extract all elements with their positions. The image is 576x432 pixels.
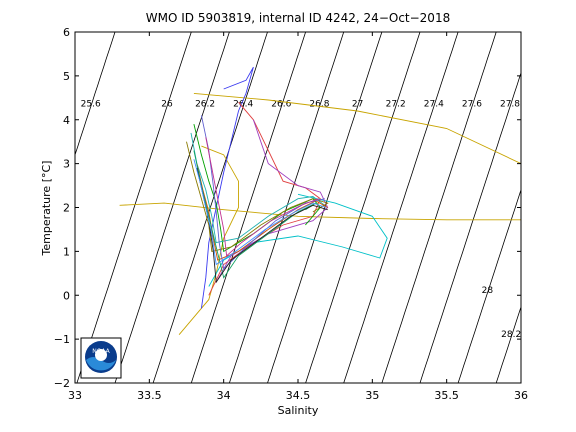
density-contour-label: 26.6: [271, 100, 291, 110]
density-contour: [152, 32, 268, 383]
density-contour-label: 26.2: [195, 100, 215, 110]
x-axis-ticks: 33 33.5 34 34.5 35 35.5 36: [68, 32, 528, 402]
x-tick-label: 36: [514, 389, 528, 402]
profile-line: [196, 163, 328, 261]
profile-line: [193, 92, 521, 165]
density-contour: [419, 71, 521, 383]
density-contour-label: 26.4: [233, 100, 253, 110]
density-contour: [305, 32, 421, 383]
density-contour: [190, 32, 306, 383]
noaa-logo-wave: [86, 357, 116, 371]
density-contour-label: 26: [161, 100, 173, 110]
noaa-logo-text: NOAA: [92, 348, 110, 355]
density-contour-label: 28: [482, 286, 494, 296]
density-contour: [267, 32, 383, 383]
profile-line: [178, 145, 239, 335]
y-tick-label: 2: [63, 202, 70, 215]
noaa-logo: NOAA: [80, 337, 122, 379]
y-axis-label: Temperature [°C]: [40, 161, 53, 257]
y-tick-label: 0: [63, 289, 70, 302]
density-contour: [75, 32, 116, 157]
profile-line: [200, 115, 325, 270]
y-tick-label: 5: [63, 70, 70, 83]
profile-line: [215, 119, 329, 283]
profile-line: [193, 159, 327, 266]
density-contour: [114, 32, 230, 383]
profile-line: [193, 150, 317, 279]
y-tick-label: −1: [54, 333, 70, 346]
x-tick-label: 34: [217, 389, 231, 402]
density-contour: [76, 32, 192, 383]
y-tick-label: 1: [63, 245, 70, 258]
density-contour: [534, 32, 576, 383]
x-tick-label: 33: [68, 389, 82, 402]
density-contour-labels: 25.6 26 26.2 26.4 26.6 26.8 27 27.2 27.4 27.6 27.8…: [81, 100, 522, 340]
chart-title: WMO ID 5903819, internal ID 4242, 24−Oct…: [146, 11, 450, 25]
profile-line: [190, 132, 326, 244]
x-tick-label: 34.5: [286, 389, 311, 402]
profile-line: [200, 66, 254, 309]
profile-line: [196, 167, 328, 284]
noaa-logo-bird: [95, 349, 107, 361]
y-tick-label: 4: [63, 114, 70, 127]
y-tick-label: 6: [63, 26, 70, 39]
profile-line: [193, 123, 321, 253]
density-contour-label: 28.2: [501, 330, 521, 340]
density-contour-label: 27.8: [500, 100, 520, 110]
density-contour: [495, 305, 521, 383]
density-contour: [457, 188, 521, 383]
y-axis-ticks: −2 −1 0 1 2 3 4 5 6: [54, 26, 521, 390]
x-tick-label: 35.5: [434, 389, 459, 402]
profile-line: [119, 202, 521, 221]
profile-line: [205, 137, 319, 257]
density-contour-label: 27.2: [386, 100, 406, 110]
density-contour: [381, 32, 497, 383]
profile-line: [208, 193, 388, 287]
density-contour-label: 27.6: [462, 100, 482, 110]
density-contour: [343, 32, 459, 383]
density-contour: [229, 32, 345, 383]
x-tick-label: 35: [365, 389, 379, 402]
density-contour-label: 26.8: [309, 100, 329, 110]
density-contour: [573, 32, 576, 383]
profile-series: [119, 66, 521, 335]
density-contour-label: 27: [352, 100, 363, 110]
x-axis-label: Salinity: [278, 404, 319, 417]
density-contour-label: 27.4: [424, 100, 444, 110]
density-contours: [75, 32, 576, 383]
y-tick-label: 3: [63, 158, 70, 171]
y-tick-label: −2: [54, 377, 70, 390]
density-contour-label: 25.6: [81, 100, 101, 110]
x-tick-label: 33.5: [137, 389, 162, 402]
